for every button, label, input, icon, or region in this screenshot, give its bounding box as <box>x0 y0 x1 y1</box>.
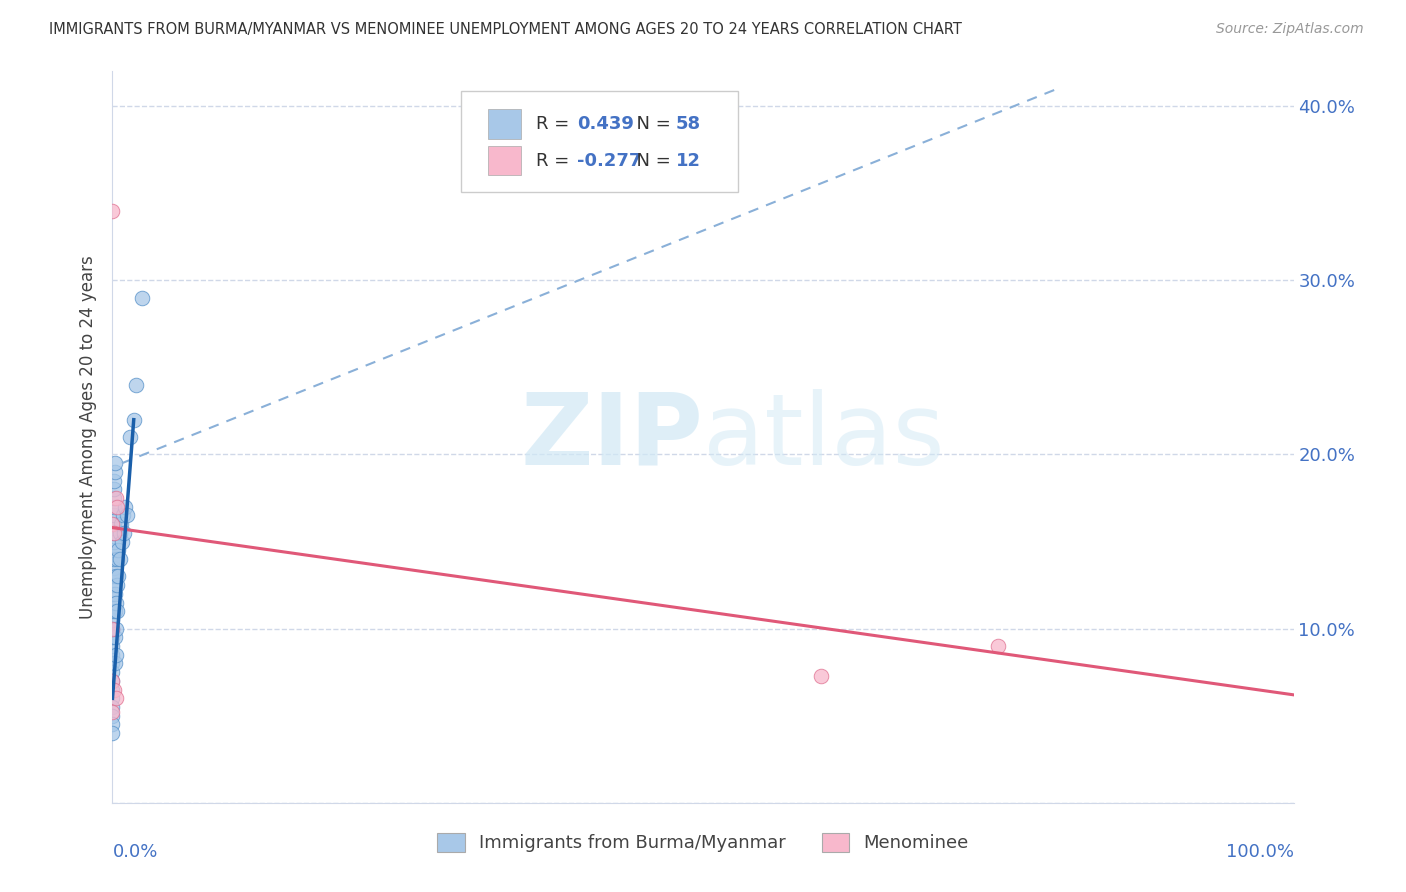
Point <box>110 517 132 532</box>
Point <box>101 682 124 697</box>
Point <box>131 291 153 305</box>
FancyBboxPatch shape <box>488 110 522 138</box>
Point <box>104 604 127 618</box>
Text: 58: 58 <box>676 115 702 133</box>
Point <box>103 483 125 497</box>
Point <box>114 500 136 514</box>
Point <box>120 430 142 444</box>
Point <box>101 691 124 706</box>
Point <box>101 569 124 583</box>
Point <box>105 691 128 706</box>
Point <box>105 569 128 583</box>
Point <box>105 578 128 592</box>
Point <box>101 595 124 609</box>
Point <box>101 604 124 618</box>
Point <box>103 543 125 558</box>
FancyBboxPatch shape <box>461 91 738 192</box>
Point <box>101 665 124 680</box>
Text: 0.439: 0.439 <box>576 115 634 133</box>
Point <box>101 700 124 714</box>
Text: atlas: atlas <box>703 389 945 485</box>
Point <box>101 622 124 636</box>
Text: N =: N = <box>626 152 676 169</box>
Point <box>103 517 125 532</box>
Text: -0.277: -0.277 <box>576 152 641 169</box>
Point <box>122 412 145 426</box>
Point <box>104 456 127 470</box>
Point <box>105 604 128 618</box>
Point <box>101 587 124 601</box>
Text: ZIP: ZIP <box>520 389 703 485</box>
Point <box>105 622 128 636</box>
Point <box>103 474 125 488</box>
Point <box>104 587 127 601</box>
Point <box>107 543 129 558</box>
Point <box>104 657 127 671</box>
Text: IMMIGRANTS FROM BURMA/MYANMAR VS MENOMINEE UNEMPLOYMENT AMONG AGES 20 TO 24 YEAR: IMMIGRANTS FROM BURMA/MYANMAR VS MENOMIN… <box>49 22 962 37</box>
Text: 100.0%: 100.0% <box>1226 843 1294 861</box>
Point <box>107 569 129 583</box>
Point <box>101 657 124 671</box>
Text: R =: R = <box>537 115 575 133</box>
Point <box>112 508 135 523</box>
Point <box>101 726 124 740</box>
Legend: Immigrants from Burma/Myanmar, Menominee: Immigrants from Burma/Myanmar, Menominee <box>430 826 976 860</box>
Point <box>101 673 124 688</box>
Point <box>103 508 125 523</box>
Point <box>103 534 125 549</box>
Point <box>125 377 148 392</box>
Point <box>103 525 125 540</box>
Point <box>105 595 128 609</box>
Point <box>101 631 124 645</box>
Point <box>101 517 124 532</box>
Point <box>115 508 138 523</box>
Point <box>101 203 124 218</box>
Text: 0.0%: 0.0% <box>112 843 157 861</box>
Point <box>105 552 128 566</box>
Point <box>103 491 125 505</box>
Point <box>101 673 124 688</box>
Point <box>101 708 124 723</box>
Point <box>103 560 125 574</box>
Text: N =: N = <box>626 115 676 133</box>
Point <box>101 705 124 719</box>
Point <box>101 622 124 636</box>
Text: 12: 12 <box>676 152 700 169</box>
Point <box>108 552 131 566</box>
Point <box>101 639 124 653</box>
Text: Source: ZipAtlas.com: Source: ZipAtlas.com <box>1216 22 1364 37</box>
FancyBboxPatch shape <box>488 146 522 175</box>
Point <box>101 648 124 662</box>
Point <box>111 534 134 549</box>
Point <box>108 525 131 540</box>
Point <box>103 552 125 566</box>
Point <box>105 648 128 662</box>
Point <box>810 668 832 682</box>
Point <box>105 491 128 505</box>
Y-axis label: Unemployment Among Ages 20 to 24 years: Unemployment Among Ages 20 to 24 years <box>79 255 97 619</box>
Point <box>101 717 124 731</box>
Point <box>103 500 125 514</box>
Point <box>101 578 124 592</box>
Point <box>103 682 125 697</box>
Point <box>105 500 128 514</box>
Point <box>103 525 125 540</box>
Point <box>101 613 124 627</box>
Point <box>101 622 124 636</box>
Point <box>112 525 135 540</box>
Point <box>104 465 127 479</box>
Text: R =: R = <box>537 152 575 169</box>
Point <box>104 631 127 645</box>
Point <box>987 639 1010 653</box>
